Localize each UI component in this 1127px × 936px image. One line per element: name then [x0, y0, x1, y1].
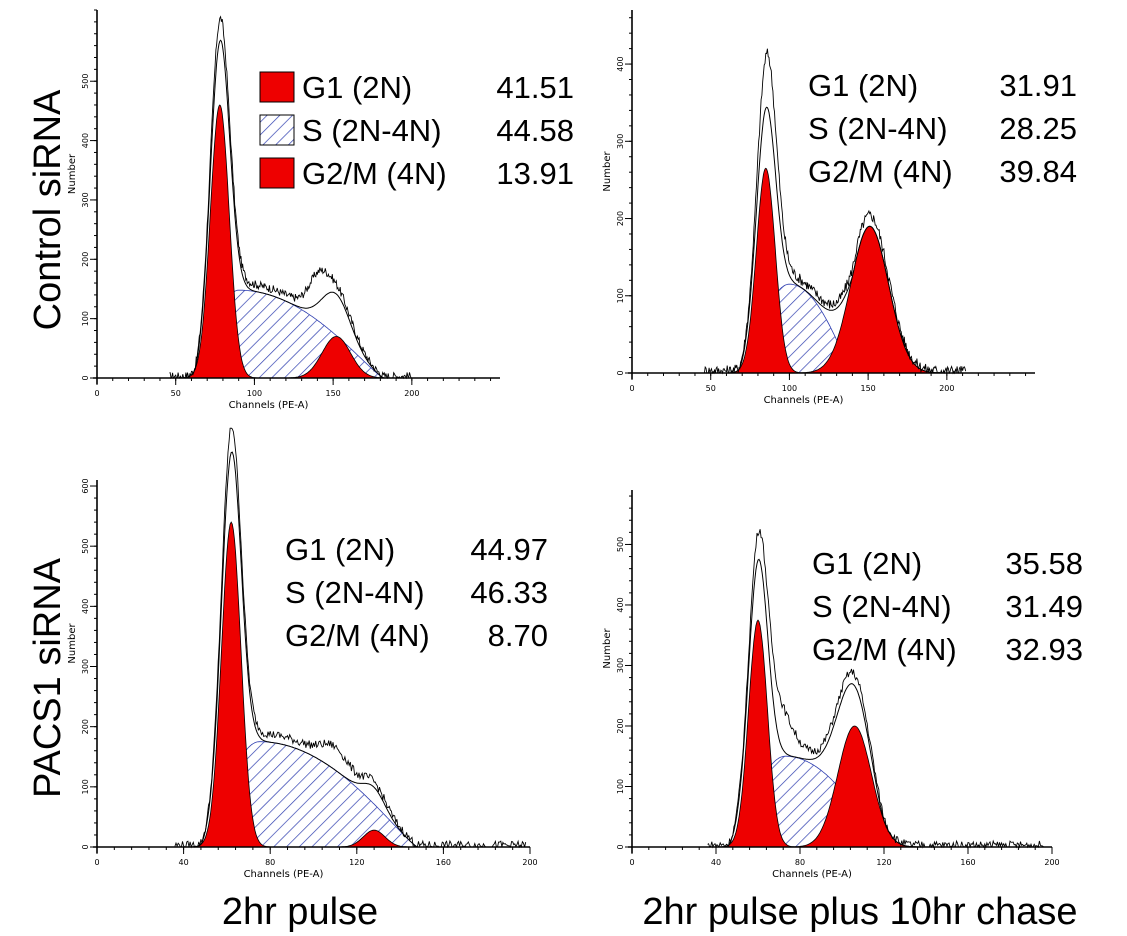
y-tick-label: 200: [616, 211, 625, 226]
y-axis-title: Number: [67, 623, 78, 664]
stat-value: 46.33: [470, 575, 548, 610]
stat-label: G1 (2N): [285, 532, 395, 567]
stat-label: G2/M (4N): [812, 632, 957, 667]
x-tick-label: 200: [404, 389, 419, 398]
y-tick-label: 200: [81, 719, 90, 734]
histogram-panel-4: 0 100 200 300 400 500 0 40 80 120 160 200 Channels (…: [602, 490, 1083, 880]
y-tick-label: 300: [616, 134, 625, 149]
x-tick-label: 160: [960, 858, 975, 867]
stat-label: G1 (2N): [808, 68, 918, 103]
x-tick-label: 40: [711, 858, 721, 867]
stat-value: 44.58: [496, 113, 574, 148]
y-axis-title: Number: [602, 628, 613, 669]
row-label-pacs1: PACS1 siRNA: [27, 557, 69, 798]
x-tick-label: 50: [706, 384, 716, 393]
stat-value: 32.93: [1005, 632, 1083, 667]
y-tick-label: 400: [81, 599, 90, 614]
x-tick-label: 0: [629, 858, 634, 867]
x-tick-label: 0: [94, 389, 99, 398]
x-tick-label: 200: [522, 858, 537, 867]
legend-swatch-g2m: [259, 157, 295, 189]
y-tick-label: 400: [616, 56, 625, 71]
stat-value: 31.49: [1005, 589, 1083, 624]
stat-label: S (2N-4N): [285, 575, 425, 610]
y-tick-label: 400: [81, 133, 90, 148]
y-tick-label: 600: [81, 478, 90, 493]
stat-label: G1 (2N): [812, 546, 922, 581]
legend-swatch-s: [259, 114, 295, 146]
y-tick-label: 300: [616, 658, 625, 673]
y-tick-label: 0: [616, 844, 625, 849]
stat-label: G2/M (4N): [302, 156, 447, 191]
x-tick-label: 200: [1044, 858, 1059, 867]
column-label-chase: 2hr pulse plus 10hr chase: [642, 891, 1077, 933]
x-tick-label: 80: [795, 858, 805, 867]
y-tick-label: 0: [81, 844, 90, 849]
x-tick-label: 40: [179, 858, 189, 867]
x-tick-label: 120: [876, 858, 891, 867]
y-tick-label: 100: [81, 779, 90, 794]
y-tick-label: 200: [616, 718, 625, 733]
raw-histogram-line: [707, 529, 1044, 849]
x-tick-label: 0: [629, 384, 634, 393]
x-axis-title: Channels (PE-A): [772, 869, 852, 880]
raw-histogram-line: [169, 15, 412, 380]
stat-value: 28.25: [999, 111, 1077, 146]
histogram-panel-1: 0 100 200 300 400 500 0 50 100 150 200 Channels (PE…: [67, 9, 574, 411]
model-fit-line: [704, 106, 966, 374]
y-tick-label: 400: [616, 597, 625, 612]
x-tick-label: 150: [860, 384, 875, 393]
stat-value: 13.91: [496, 156, 574, 191]
y-tick-label: 300: [81, 659, 90, 674]
raw-histogram-line: [174, 427, 527, 849]
stat-value: 35.58: [1005, 546, 1083, 581]
stat-value: 31.91: [999, 68, 1077, 103]
y-tick-label: 300: [81, 192, 90, 207]
y-tick-label: 500: [81, 74, 90, 89]
stat-value: 8.70: [488, 618, 548, 653]
histogram-panel-2: 0 100 200 300 400 0 50 100 150 200 Channels (PE-A)…: [602, 10, 1077, 406]
stat-label: G2/M (4N): [285, 618, 430, 653]
x-tick-label: 160: [436, 858, 451, 867]
y-tick-label: 100: [81, 311, 90, 326]
stat-label: G1 (2N): [302, 70, 412, 105]
x-tick-label: 100: [247, 389, 262, 398]
raw-histogram-line: [703, 48, 967, 375]
y-tick-label: 0: [81, 375, 90, 380]
column-label-pulse: 2hr pulse: [222, 891, 378, 933]
x-tick-label: 150: [325, 389, 340, 398]
stat-label: G2/M (4N): [808, 154, 953, 189]
x-tick-label: 200: [939, 384, 954, 393]
y-tick-label: 500: [616, 537, 625, 552]
stat-value: 41.51: [496, 70, 574, 105]
x-tick-label: 120: [349, 858, 364, 867]
stat-value: 44.97: [470, 532, 548, 567]
legend-swatch-g1: [259, 71, 295, 103]
x-axis-title: Channels (PE-A): [229, 400, 309, 411]
x-tick-label: 100: [782, 384, 797, 393]
y-tick-label: 100: [616, 779, 625, 794]
stat-label: S (2N-4N): [812, 589, 952, 624]
stat-label: S (2N-4N): [302, 113, 442, 148]
x-tick-label: 0: [94, 858, 99, 867]
x-tick-label: 80: [265, 858, 275, 867]
y-tick-label: 500: [81, 539, 90, 554]
stat-label: S (2N-4N): [808, 111, 948, 146]
y-tick-label: 200: [81, 252, 90, 267]
row-label-control: Control siRNA: [27, 89, 69, 330]
x-axis-title: Channels (PE-A): [244, 869, 324, 880]
y-axis-title: Number: [602, 151, 613, 192]
x-tick-label: 50: [171, 389, 181, 398]
y-axis-title: Number: [67, 153, 78, 194]
histogram-panel-3: 0 100 200 300 400 500 600 0 40 80 120 160 200 Channel…: [67, 427, 548, 880]
y-tick-label: 0: [616, 370, 625, 375]
stat-value: 39.84: [999, 154, 1077, 189]
x-axis-title: Channels (PE-A): [764, 395, 844, 406]
y-tick-label: 100: [616, 288, 625, 303]
